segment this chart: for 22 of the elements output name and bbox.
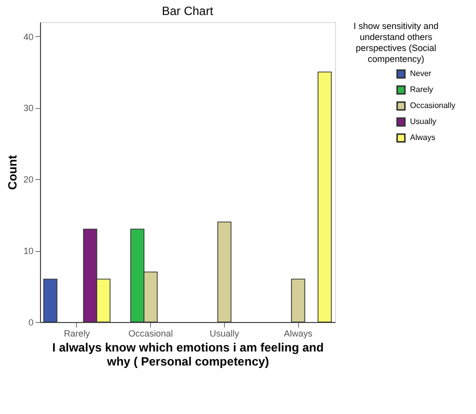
legend-label: Usually — [410, 117, 436, 126]
x-axis-title: I alwalys know which emotions i am feeling and why ( Personal competency) — [52, 340, 324, 368]
bar — [217, 222, 232, 322]
chart-title: Bar Chart — [162, 4, 214, 18]
y-tick-label: 40 — [23, 32, 34, 42]
x-tick-label: Usually — [210, 328, 240, 338]
legend-label: Rarely — [410, 85, 434, 94]
y-axis-title: Count — [5, 155, 20, 190]
bar — [318, 72, 332, 322]
legend-label: Occasionally — [410, 101, 456, 110]
y-tick-label: 10 — [23, 246, 34, 256]
legend-title: I show sensitivity and understand others perspectives (Social compentency) — [353, 21, 439, 64]
y-tick-label: 20 — [23, 174, 34, 185]
y-tick-label: 30 — [23, 103, 34, 114]
x-tick-label: Rarely — [64, 328, 90, 338]
x-tick-label: Occasional — [128, 328, 173, 338]
bar — [43, 278, 58, 322]
y-tick-label: 0 — [28, 318, 34, 328]
legend-label: Always — [410, 133, 436, 142]
x-tick-label: Always — [284, 328, 313, 338]
bar — [291, 278, 306, 322]
legend-label: Never — [410, 69, 432, 78]
